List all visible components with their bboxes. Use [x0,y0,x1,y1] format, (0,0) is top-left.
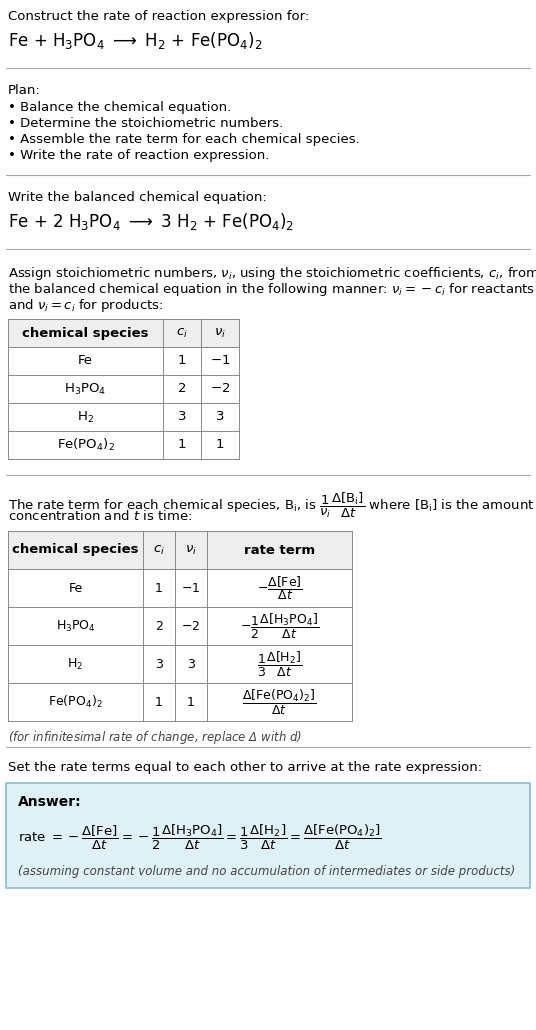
Text: $-\dfrac{\Delta[\mathrm{Fe}]}{\Delta t}$: $-\dfrac{\Delta[\mathrm{Fe}]}{\Delta t}$ [257,574,302,602]
Text: Answer:: Answer: [18,795,81,809]
Text: Construct the rate of reaction expression for:: Construct the rate of reaction expressio… [8,10,309,23]
Bar [8,347,239,375]
Text: $c_i$: $c_i$ [176,327,188,340]
Text: 1: 1 [155,695,163,709]
Text: $-\dfrac{1}{2}\dfrac{\Delta[\mathrm{H_3PO_4}]}{\Delta t}$: $-\dfrac{1}{2}\dfrac{\Delta[\mathrm{H_3P… [240,612,319,641]
Bar [8,645,352,683]
Text: Set the rate terms equal to each other to arrive at the rate expression:: Set the rate terms equal to each other t… [8,761,482,774]
Text: 1: 1 [155,582,163,594]
Bar [8,319,239,347]
Text: 3: 3 [216,411,224,423]
Text: 1: 1 [178,354,186,368]
Text: 3: 3 [187,657,195,671]
Text: $\mathrm{H_3PO_4}$: $\mathrm{H_3PO_4}$ [64,381,107,397]
Text: Write the balanced chemical equation:: Write the balanced chemical equation: [8,191,267,204]
Text: $\mathrm{H_3PO_4}$: $\mathrm{H_3PO_4}$ [56,618,95,633]
Text: The rate term for each chemical species, $\mathrm{B_i}$, is $\dfrac{1}{\nu_i}\df: The rate term for each chemical species,… [8,491,534,520]
Bar [8,375,239,403]
Text: $\nu_i$: $\nu_i$ [185,544,197,556]
Text: 3: 3 [155,657,163,671]
Text: $\mathrm{Fe(PO_4)_2}$: $\mathrm{Fe(PO_4)_2}$ [48,694,103,710]
FancyBboxPatch shape [6,783,530,888]
Text: rate $= -\dfrac{\Delta[\mathrm{Fe}]}{\Delta t} = -\dfrac{1}{2}\dfrac{\Delta[\mat: rate $= -\dfrac{\Delta[\mathrm{Fe}]}{\De… [18,823,382,852]
Bar [8,431,239,459]
Text: $-2$: $-2$ [182,619,200,632]
Text: $c_i$: $c_i$ [153,544,165,556]
Text: Assign stoichiometric numbers, $\nu_i$, using the stoichiometric coefficients, $: Assign stoichiometric numbers, $\nu_i$, … [8,265,536,282]
Text: 1: 1 [216,439,224,451]
Text: Plan:: Plan: [8,84,41,97]
Text: $\mathrm{H_2}$: $\mathrm{H_2}$ [77,410,94,424]
Bar [8,569,352,607]
Text: 2: 2 [178,382,186,396]
Text: Fe: Fe [78,354,93,368]
Text: Fe + 2 H$_3$PO$_4$ $\longrightarrow$ 3 H$_2$ + Fe(PO$_4$)$_2$: Fe + 2 H$_3$PO$_4$ $\longrightarrow$ 3 H… [8,211,294,232]
Text: (for infinitesimal rate of change, replace Δ with $d$): (for infinitesimal rate of change, repla… [8,729,302,746]
Text: chemical species: chemical species [12,544,139,556]
Text: rate term: rate term [244,544,315,556]
Text: $\dfrac{\Delta[\mathrm{Fe(PO_4)_2}]}{\Delta t}$: $\dfrac{\Delta[\mathrm{Fe(PO_4)_2}]}{\De… [242,687,317,717]
Text: $\mathrm{Fe(PO_4)_2}$: $\mathrm{Fe(PO_4)_2}$ [56,437,115,453]
Text: $-1$: $-1$ [181,582,200,594]
Bar [8,403,239,431]
Text: • Determine the stoichiometric numbers.: • Determine the stoichiometric numbers. [8,117,283,130]
Text: and $\nu_i = c_i$ for products:: and $\nu_i = c_i$ for products: [8,297,163,314]
Bar [8,607,352,645]
Text: 2: 2 [155,619,163,632]
Bar [8,683,352,721]
Text: • Assemble the rate term for each chemical species.: • Assemble the rate term for each chemic… [8,133,360,146]
Text: Fe + H$_3$PO$_4$ $\longrightarrow$ H$_2$ + Fe(PO$_4$)$_2$: Fe + H$_3$PO$_4$ $\longrightarrow$ H$_2$… [8,30,263,52]
Text: (assuming constant volume and no accumulation of intermediates or side products): (assuming constant volume and no accumul… [18,865,515,878]
Text: $-1$: $-1$ [210,354,230,368]
Bar [8,531,352,569]
Text: concentration and $t$ is time:: concentration and $t$ is time: [8,509,192,523]
Text: • Write the rate of reaction expression.: • Write the rate of reaction expression. [8,149,270,162]
Text: $\nu_i$: $\nu_i$ [214,327,226,340]
Text: • Balance the chemical equation.: • Balance the chemical equation. [8,101,231,114]
Text: chemical species: chemical species [23,327,149,340]
Text: 1: 1 [187,695,195,709]
Text: 1: 1 [178,439,186,451]
Text: $\mathrm{H_2}$: $\mathrm{H_2}$ [68,656,84,672]
Text: $-2$: $-2$ [210,382,230,396]
Text: Fe: Fe [69,582,83,594]
Text: $\dfrac{1}{3}\dfrac{\Delta[\mathrm{H_2}]}{\Delta t}$: $\dfrac{1}{3}\dfrac{\Delta[\mathrm{H_2}]… [257,650,302,679]
Text: 3: 3 [178,411,186,423]
Text: the balanced chemical equation in the following manner: $\nu_i = -c_i$ for react: the balanced chemical equation in the fo… [8,281,535,298]
